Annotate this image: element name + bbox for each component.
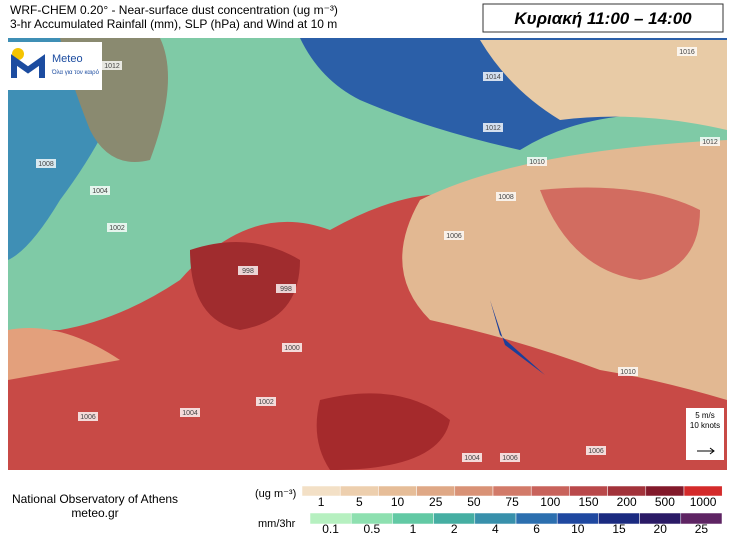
isobar-label: 1010 bbox=[620, 369, 636, 376]
isobar-label: 1010 bbox=[529, 159, 545, 166]
isobar-label-bg bbox=[483, 72, 503, 81]
isobar-label: 1008 bbox=[498, 194, 514, 201]
dust-label: 200 bbox=[617, 495, 637, 509]
isobar-label: 1012 bbox=[104, 63, 120, 70]
isobar-label-bg bbox=[276, 284, 296, 293]
rain-swatch bbox=[680, 512, 723, 525]
isobar-label-bg bbox=[107, 223, 127, 232]
isobar-label: 1004 bbox=[182, 410, 198, 417]
isobar-label-bg bbox=[282, 343, 302, 352]
rain-label: 4 bbox=[492, 522, 499, 535]
isobar-label-bg bbox=[78, 412, 98, 421]
rain-label: 6 bbox=[533, 522, 540, 535]
isobar-label: 1012 bbox=[485, 125, 501, 132]
isobar-label-bg bbox=[462, 453, 482, 462]
isobar-label: 1006 bbox=[502, 455, 518, 462]
isobar-label-bg bbox=[496, 192, 516, 201]
rain-label: 20 bbox=[654, 522, 668, 535]
isobar-label: 1014 bbox=[485, 74, 501, 81]
isobar-label: 1002 bbox=[109, 225, 125, 232]
dust-unit: (ug m⁻³) bbox=[255, 488, 296, 500]
isobar-label-bg bbox=[677, 47, 697, 56]
isobar-label: 1004 bbox=[92, 188, 108, 195]
isobar-label-bg bbox=[483, 123, 503, 132]
map bbox=[7, 38, 727, 470]
isobar-label: 1016 bbox=[679, 49, 695, 56]
wind-key-arrow bbox=[697, 447, 715, 455]
isobar-label: 1000 bbox=[284, 345, 300, 352]
wind-key-speed: 5 m/s bbox=[695, 411, 715, 420]
title-line2: 3-hr Accumulated Rainfall (mm), SLP (hPa… bbox=[10, 17, 337, 31]
isobar-label: 1006 bbox=[588, 448, 604, 455]
isobar-label-bg bbox=[36, 159, 56, 168]
dust-label: 75 bbox=[505, 495, 519, 509]
isobar-label: 1002 bbox=[258, 399, 274, 406]
rain-label: 1 bbox=[410, 522, 417, 535]
dust-label: 500 bbox=[655, 495, 675, 509]
time: Κυριακή 11:00 – 14:00 bbox=[514, 9, 692, 28]
wind-key-knots: 10 knots bbox=[690, 421, 720, 430]
isobar-label: 1006 bbox=[446, 233, 462, 240]
dust-label: 1000 bbox=[690, 495, 717, 509]
isobar-label-bg bbox=[102, 61, 122, 70]
isobar-label: 1012 bbox=[702, 139, 718, 146]
isobar-label-bg bbox=[444, 231, 464, 240]
isobar-label: 998 bbox=[242, 268, 254, 275]
rain-label: 0.5 bbox=[363, 522, 380, 535]
dust-label: 150 bbox=[578, 495, 598, 509]
rain-label: 15 bbox=[612, 522, 626, 535]
footer-institute: National Observatory of Athens bbox=[12, 492, 178, 506]
footer-site: meteo.gr bbox=[71, 506, 118, 520]
dust-label: 5 bbox=[356, 495, 363, 509]
isobar-label-bg bbox=[90, 186, 110, 195]
isobar-label-bg bbox=[500, 453, 520, 462]
logo-name: Meteo bbox=[52, 53, 83, 65]
dust-label: 25 bbox=[429, 495, 443, 509]
isobar-label: 1004 bbox=[464, 455, 480, 462]
time-box bbox=[482, 3, 724, 33]
isobar-label-bg bbox=[256, 397, 276, 406]
isobar-label-bg bbox=[180, 408, 200, 417]
isobar-label-bg bbox=[586, 446, 606, 455]
rain-label: 25 bbox=[695, 522, 709, 535]
title-line1: WRF-CHEM 0.20° - Near-surface dust conce… bbox=[10, 3, 338, 17]
isobar-label: 998 bbox=[280, 286, 292, 293]
logo-tagline: Όλα για τον καιρό bbox=[51, 69, 100, 76]
isobar-label: 1008 bbox=[38, 161, 54, 168]
isobar-label-bg bbox=[238, 266, 258, 275]
isobar-label: 1006 bbox=[80, 414, 96, 421]
rain-label: 2 bbox=[451, 522, 458, 535]
dust-label: 50 bbox=[467, 495, 481, 509]
isobar-label-bg bbox=[618, 367, 638, 376]
isobar-label-bg bbox=[527, 157, 547, 166]
dust-label: 1 bbox=[318, 495, 325, 509]
dust-label: 10 bbox=[391, 495, 405, 509]
rain-unit: mm/3hr bbox=[258, 518, 296, 530]
rain-label: 10 bbox=[571, 522, 585, 535]
rain-label: 0.1 bbox=[322, 522, 339, 535]
isobar-label-bg bbox=[700, 137, 720, 146]
dust-label: 100 bbox=[540, 495, 560, 509]
dust-swatch bbox=[683, 485, 723, 497]
